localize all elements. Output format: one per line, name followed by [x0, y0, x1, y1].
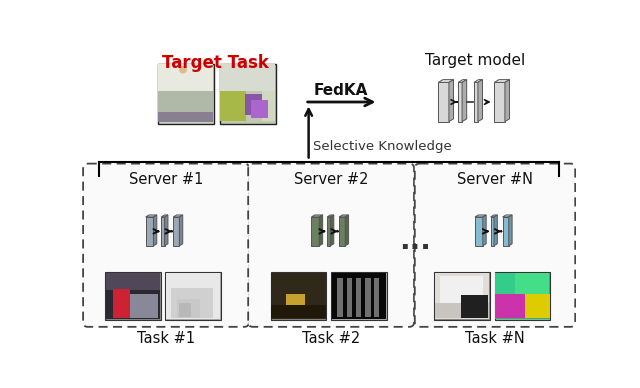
Bar [331, 272, 387, 320]
Bar [440, 276, 483, 303]
Polygon shape [330, 215, 334, 246]
Bar [105, 272, 161, 320]
Bar [172, 288, 213, 319]
Bar [435, 303, 489, 319]
FancyBboxPatch shape [248, 164, 414, 327]
Polygon shape [345, 215, 349, 246]
Bar [337, 278, 343, 317]
Bar [271, 273, 326, 319]
Bar [161, 217, 164, 246]
Bar [165, 272, 221, 320]
Bar [495, 272, 550, 320]
Polygon shape [474, 80, 483, 82]
Bar [494, 82, 505, 121]
Bar [495, 273, 515, 294]
Polygon shape [173, 215, 183, 217]
Bar [113, 289, 130, 319]
Bar [245, 94, 262, 114]
Polygon shape [154, 215, 157, 246]
Polygon shape [146, 215, 157, 217]
Polygon shape [475, 215, 486, 217]
Bar [158, 111, 213, 122]
Text: Server #N: Server #N [457, 171, 533, 187]
Bar [271, 305, 326, 319]
Bar [158, 64, 213, 91]
Polygon shape [502, 215, 512, 217]
Polygon shape [161, 215, 168, 217]
Polygon shape [494, 80, 509, 82]
Bar [220, 64, 275, 91]
Polygon shape [483, 215, 486, 246]
Bar [106, 273, 160, 319]
Bar [374, 278, 379, 317]
Bar [312, 217, 319, 246]
Bar [475, 217, 483, 246]
Circle shape [179, 66, 187, 73]
Polygon shape [438, 80, 454, 82]
Polygon shape [319, 215, 323, 246]
FancyBboxPatch shape [415, 164, 575, 327]
Polygon shape [449, 80, 454, 121]
Text: Target Task: Target Task [162, 54, 269, 72]
Text: Target model: Target model [425, 53, 525, 68]
Text: Server #2: Server #2 [294, 171, 369, 187]
Bar [515, 273, 549, 294]
Polygon shape [462, 80, 467, 121]
Text: Server #1: Server #1 [129, 171, 204, 187]
Text: Task #2: Task #2 [302, 331, 360, 346]
Bar [435, 273, 489, 319]
Polygon shape [505, 80, 509, 121]
Polygon shape [312, 215, 323, 217]
Text: ...: ... [399, 227, 431, 255]
Bar [347, 278, 352, 317]
Polygon shape [458, 80, 467, 82]
Bar [458, 82, 462, 121]
Polygon shape [478, 80, 483, 121]
Polygon shape [339, 215, 349, 217]
Bar [262, 90, 275, 121]
Bar [495, 294, 525, 319]
Polygon shape [164, 215, 168, 246]
Text: Task #N: Task #N [465, 331, 525, 346]
Bar [286, 294, 305, 319]
Bar [495, 273, 550, 319]
Bar [502, 217, 509, 246]
Bar [131, 294, 157, 319]
Bar [461, 295, 488, 319]
Bar [166, 273, 220, 319]
Polygon shape [179, 215, 183, 246]
Bar [177, 299, 200, 318]
Bar [356, 278, 362, 317]
Bar [525, 294, 550, 319]
Polygon shape [494, 215, 497, 246]
Bar [327, 217, 330, 246]
Polygon shape [491, 215, 497, 217]
Bar [491, 217, 494, 246]
Bar [157, 64, 214, 123]
Bar [146, 217, 154, 246]
FancyBboxPatch shape [83, 164, 249, 327]
Bar [251, 100, 268, 118]
Bar [179, 303, 191, 317]
Bar [332, 273, 386, 319]
Text: Task #1: Task #1 [137, 331, 195, 346]
Bar [365, 278, 371, 317]
Bar [106, 273, 160, 290]
Bar [173, 217, 179, 246]
Polygon shape [327, 215, 334, 217]
Bar [474, 82, 478, 121]
Bar [220, 64, 276, 123]
Bar [438, 82, 449, 121]
Bar [271, 272, 326, 320]
Text: Selective Knowledge: Selective Knowledge [313, 140, 452, 153]
Text: FedKA: FedKA [314, 83, 369, 98]
Bar [339, 217, 345, 246]
Polygon shape [509, 215, 512, 246]
Bar [158, 90, 213, 111]
Bar [220, 90, 246, 121]
Bar [434, 272, 490, 320]
